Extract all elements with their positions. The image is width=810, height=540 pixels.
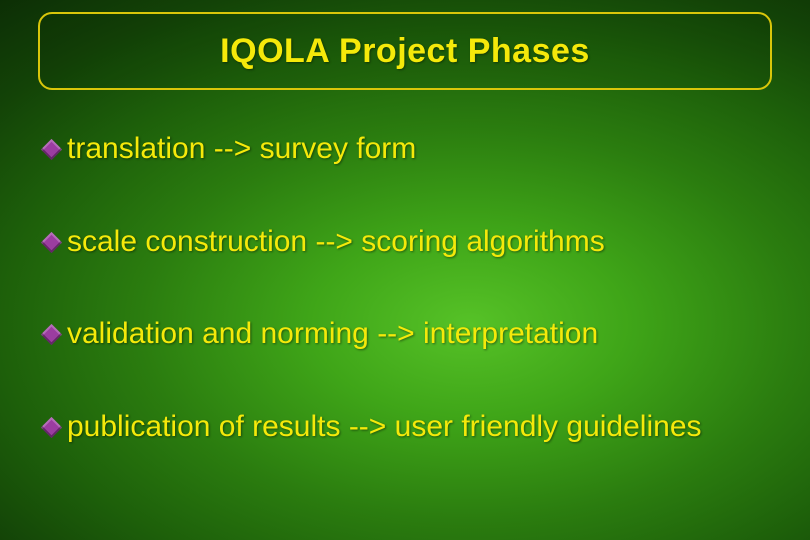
diamond-bullet-icon bbox=[41, 324, 62, 345]
diamond-bullet-icon bbox=[41, 231, 62, 252]
slide: IQOLA Project Phases translation --> sur… bbox=[0, 0, 810, 540]
diamond-bullet-icon bbox=[41, 139, 62, 160]
bullet-list: translation --> survey form scale constr… bbox=[44, 132, 766, 502]
list-item: scale construction --> scoring algorithm… bbox=[44, 225, 766, 260]
list-item: validation and norming --> interpretatio… bbox=[44, 317, 766, 352]
slide-title: IQOLA Project Phases bbox=[220, 32, 590, 71]
bullet-text: validation and norming --> interpretatio… bbox=[67, 317, 598, 352]
list-item: translation --> survey form bbox=[44, 132, 766, 167]
list-item: publication of results --> user friendly… bbox=[44, 410, 766, 445]
title-box: IQOLA Project Phases bbox=[38, 12, 772, 90]
diamond-bullet-icon bbox=[41, 416, 62, 437]
bullet-text: scale construction --> scoring algorithm… bbox=[67, 225, 605, 260]
bullet-text: publication of results --> user friendly… bbox=[67, 410, 702, 445]
bullet-text: translation --> survey form bbox=[67, 132, 416, 167]
